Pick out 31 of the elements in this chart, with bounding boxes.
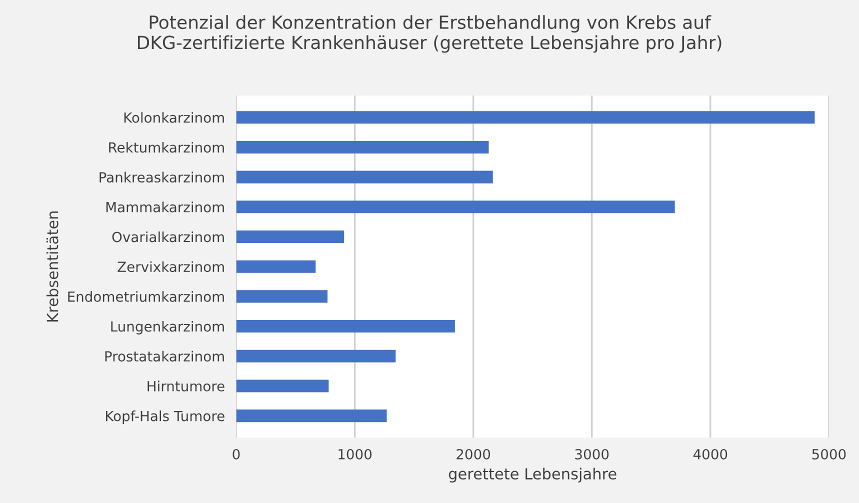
x-tick-label: 5000 (812, 448, 846, 460)
bar (236, 200, 675, 214)
y-tick-label: Prostatakarzinom (105, 350, 224, 362)
bar (236, 170, 493, 184)
bar (236, 350, 396, 362)
y-tick-label: Lungenkarzinom (111, 320, 224, 334)
y-tick-label: Rektumkarzinom (109, 142, 224, 153)
bar (236, 410, 387, 422)
x-tick-label: 0 (232, 448, 240, 460)
y-tick-label: Endometriumkarzinom (68, 291, 224, 302)
x-axis-title: gerettete Lebensjahre (448, 468, 616, 483)
bar (236, 260, 316, 273)
y-tick-label: Ovarialkarzinom (112, 231, 224, 242)
y-axis-title: Krebsentitäten (46, 212, 58, 322)
x-tick-label: 3000 (575, 448, 609, 460)
bar (236, 111, 815, 124)
y-tick-label: Kolonkarzinom (124, 112, 224, 123)
bar (236, 230, 344, 244)
bar (236, 140, 489, 154)
x-tick-label: 1000 (338, 448, 372, 460)
x-tick-label: 4000 (693, 448, 728, 460)
x-tick-label: 2000 (456, 448, 490, 460)
y-tick-label: Pankreaskarzinom (100, 172, 224, 183)
bar (236, 290, 328, 303)
chart-title: Potenzial der Konzentration der Erstbehandlung von Krebs auf DKG-zertifizierte Krankenhäuser (gerettete Lebensjahre pro Jahr) (138, 15, 722, 53)
y-tick-label: Hirntumore (148, 380, 224, 392)
y-tick-label: Kopf-Hals Tumore (106, 410, 224, 424)
y-tick-label: Zervixkarzinom (118, 261, 224, 272)
y-tick-label: Mammakarzinom (106, 202, 224, 212)
bar (236, 380, 329, 392)
bar (236, 320, 455, 333)
